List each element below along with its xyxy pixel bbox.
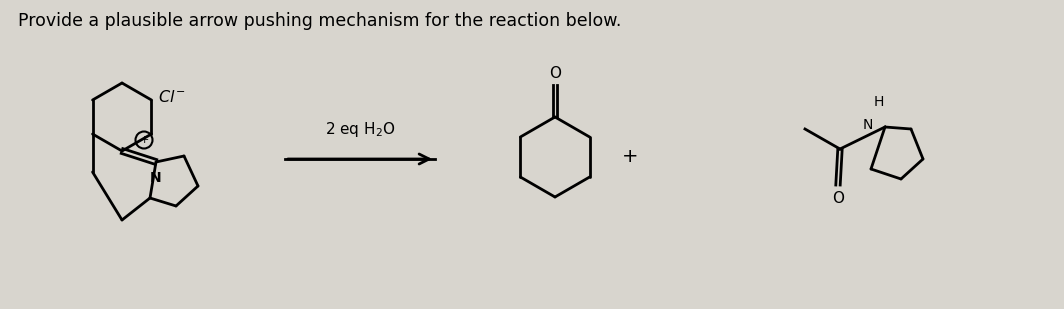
Text: Provide a plausible arrow pushing mechanism for the reaction below.: Provide a plausible arrow pushing mechan… — [18, 12, 621, 30]
Text: H: H — [874, 95, 884, 109]
Text: 2 eq H$_2$O: 2 eq H$_2$O — [325, 120, 395, 139]
Text: O: O — [549, 66, 561, 81]
Text: Cl$^-$: Cl$^-$ — [157, 89, 186, 105]
Text: N: N — [150, 171, 162, 185]
Text: +: + — [621, 147, 638, 167]
Text: +: + — [139, 135, 149, 145]
Text: N: N — [863, 118, 872, 132]
Text: O: O — [832, 191, 844, 206]
